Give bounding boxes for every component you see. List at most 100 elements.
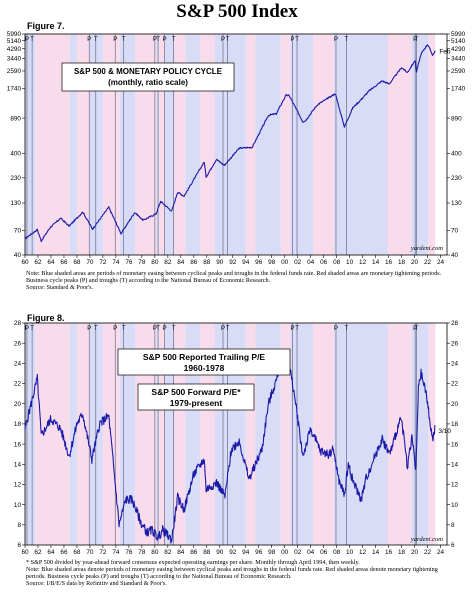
x-tick-label: 96 xyxy=(255,549,263,556)
y-tick-label-right: 16 xyxy=(451,441,459,448)
x-tick-label: 22 xyxy=(424,549,432,556)
tightening-band xyxy=(387,34,412,255)
y-tick-label: 12 xyxy=(14,482,22,489)
x-tick-label: 62 xyxy=(34,259,42,266)
y-tick-label-right: 230 xyxy=(451,175,462,182)
business-cycle-label: P xyxy=(163,37,167,43)
business-cycle-label: P xyxy=(87,326,91,332)
x-tick-label: 10 xyxy=(346,259,354,266)
easing-band xyxy=(334,34,388,255)
x-tick-label: 76 xyxy=(125,549,133,556)
easing-band xyxy=(69,34,77,255)
y-tick-label-right: 28 xyxy=(451,320,459,327)
x-tick-label: 90 xyxy=(216,259,224,266)
x-tick-label: 86 xyxy=(190,259,198,266)
x-tick-label: 86 xyxy=(190,549,198,556)
x-tick-label: 62 xyxy=(34,549,42,556)
business-cycle-label: T xyxy=(226,326,230,332)
y-tick-label: 4290 xyxy=(7,46,22,53)
business-cycle-label: P xyxy=(113,326,117,332)
tightening-band xyxy=(313,323,335,545)
y-tick-label-right: 5140 xyxy=(451,38,466,45)
y-tick-label: 5990 xyxy=(7,31,22,38)
chart-subtitle: (monthly, ratio scale) xyxy=(108,78,188,87)
tightening-band xyxy=(245,323,256,545)
y-tick-label: 20 xyxy=(14,401,22,408)
tightening-band xyxy=(245,34,256,255)
y-tick-label: 24 xyxy=(14,361,22,368)
tightening-band xyxy=(102,323,120,545)
business-cycle-label: T xyxy=(122,37,126,43)
y-tick-label: 26 xyxy=(14,340,22,347)
tightening-band xyxy=(158,323,165,545)
x-tick-label: 68 xyxy=(73,259,81,266)
trailing-pe-box xyxy=(117,348,291,376)
x-tick-label: 72 xyxy=(99,259,107,266)
x-tick-label: 08 xyxy=(333,259,341,266)
y-tick-label: 890 xyxy=(10,115,21,122)
end-label: Feb xyxy=(439,49,451,56)
business-cycle-label: P xyxy=(153,37,157,43)
easing-band xyxy=(334,323,388,545)
y-tick-label-right: 12 xyxy=(451,482,459,489)
x-tick-label: 92 xyxy=(229,549,237,556)
y-tick-label-right: 400 xyxy=(451,151,462,158)
tightening-band xyxy=(158,34,165,255)
tightening-band xyxy=(174,323,186,545)
easing-band xyxy=(164,34,175,255)
watermark: yardeni.com xyxy=(410,245,443,252)
y-tick-label-right: 130 xyxy=(451,200,462,207)
y-tick-label: 400 xyxy=(10,151,21,158)
tightening-band xyxy=(280,323,291,545)
business-cycle-label: P xyxy=(334,37,338,43)
x-tick-label: 78 xyxy=(138,549,146,556)
x-tick-label: 72 xyxy=(99,549,107,556)
x-tick-label: 96 xyxy=(255,259,263,266)
easing-band xyxy=(156,323,159,545)
easing-band xyxy=(164,323,175,545)
easing-band xyxy=(290,323,314,545)
y-tick-label: 10 xyxy=(14,502,22,509)
figure-7-label: Figure 7. xyxy=(27,21,65,31)
easing-band xyxy=(255,34,281,255)
business-cycle-label: T xyxy=(156,326,160,332)
end-label: 3/10 xyxy=(438,428,451,435)
x-tick-label: 84 xyxy=(177,259,185,266)
business-cycle-label: T xyxy=(156,37,160,43)
business-cycle-label: T xyxy=(345,326,349,332)
easing-band xyxy=(25,323,36,545)
y-tick-label-right: 10 xyxy=(451,502,459,509)
x-tick-label: 00 xyxy=(281,259,289,266)
business-cycle-label: T xyxy=(345,37,349,43)
y-tick-label: 22 xyxy=(14,381,22,388)
easing-band xyxy=(156,34,159,255)
x-tick-label: 74 xyxy=(112,549,120,556)
figure-8-footnote: * S&P 500 divided by year-ahead forward … xyxy=(26,559,360,566)
tightening-band xyxy=(428,34,436,255)
x-tick-label: 04 xyxy=(307,259,315,266)
y-tick-label: 130 xyxy=(10,200,21,207)
x-tick-label: 12 xyxy=(359,549,367,556)
y-tick-label-right: 890 xyxy=(451,115,462,122)
x-tick-label: 04 xyxy=(307,549,315,556)
x-tick-label: 12 xyxy=(359,259,367,266)
x-tick-label: 24 xyxy=(437,259,445,266)
y-tick-label-right: 40 xyxy=(451,252,459,259)
x-tick-label: 88 xyxy=(203,259,211,266)
business-cycle-label: P xyxy=(290,37,294,43)
business-cycle-label: T xyxy=(226,37,230,43)
y-tick-label-right: 6 xyxy=(451,542,455,549)
y-tick-label-right: 2590 xyxy=(451,68,466,75)
y-tick-label: 1740 xyxy=(7,86,22,93)
x-tick-label: 84 xyxy=(177,549,185,556)
x-tick-label: 76 xyxy=(125,259,133,266)
tightening-band xyxy=(313,34,335,255)
business-cycle-label: T xyxy=(295,326,299,332)
business-cycle-label: T xyxy=(172,326,176,332)
x-tick-label: 18 xyxy=(398,549,406,556)
business-cycle-label: T xyxy=(94,37,98,43)
y-tick-label-right: 70 xyxy=(451,228,459,235)
series-line xyxy=(24,349,436,544)
business-cycle-label: P xyxy=(221,37,225,43)
